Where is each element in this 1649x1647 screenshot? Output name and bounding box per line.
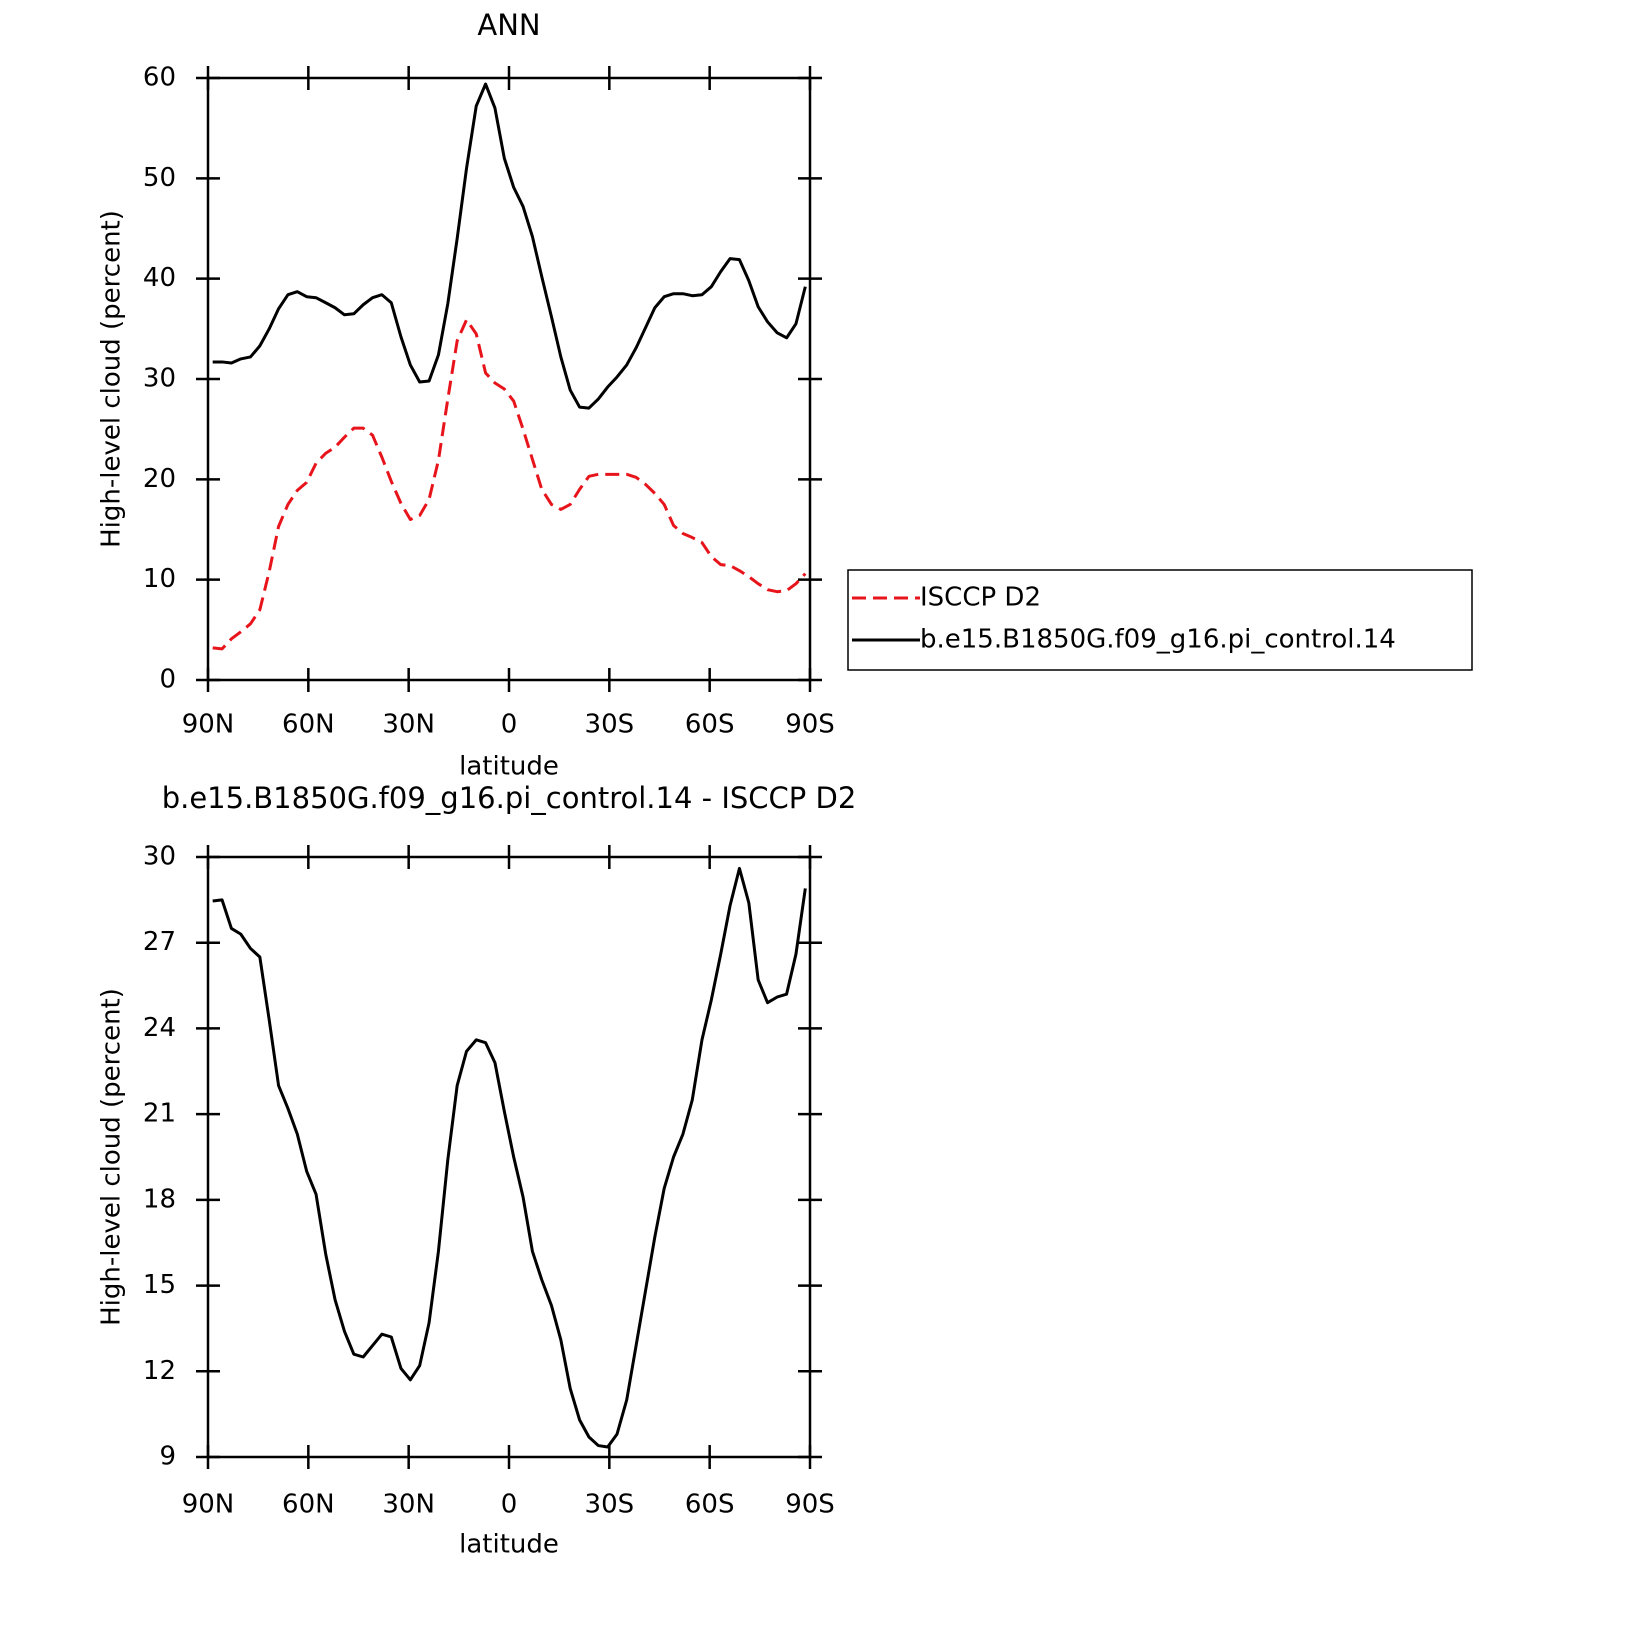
legend-box [847, 569, 1473, 671]
y-tick-label: 30 [143, 364, 176, 394]
y-tick-label: 60 [143, 63, 176, 93]
x-tick-label: 60S [685, 710, 735, 740]
y-tick-label: 27 [143, 927, 176, 957]
x-tick-label: 30S [585, 1490, 635, 1520]
chart-title: ANN [477, 8, 540, 42]
x-tick-label: 30S [585, 710, 635, 740]
y-tick-label: 18 [143, 1184, 176, 1214]
x-tick-label: 90N [182, 1490, 235, 1520]
x-tick-label: 30N [382, 710, 435, 740]
x-tick-label: 90N [182, 710, 235, 740]
x-axis-label: latitude [459, 1530, 559, 1560]
x-tick-label: 0 [501, 710, 518, 740]
x-tick-label: 0 [501, 1490, 518, 1520]
data-line [212, 866, 807, 1449]
x-tick-label: 60S [685, 1490, 735, 1520]
plot-frame [206, 76, 812, 682]
x-tick-label: 90S [785, 710, 835, 740]
plot-frame [206, 855, 812, 1459]
chart-title: b.e15.B1850G.f09_g16.pi_control.14 - ISC… [162, 781, 857, 815]
data-line [212, 318, 807, 651]
y-tick-label: 12 [143, 1356, 176, 1386]
x-tick-label: 30N [382, 1490, 435, 1520]
y-tick-label: 9 [159, 1442, 176, 1472]
y-tick-label: 40 [143, 263, 176, 293]
y-axis-label: High-level cloud (percent) [97, 210, 127, 548]
legend-label: ISCCP D2 [920, 583, 1041, 613]
y-tick-label: 10 [143, 564, 176, 594]
data-line [212, 82, 807, 410]
y-tick-label: 0 [159, 665, 176, 695]
y-tick-label: 21 [143, 1099, 176, 1129]
y-tick-label: 20 [143, 464, 176, 494]
legend-label: b.e15.B1850G.f09_g16.pi_control.14 [920, 625, 1396, 655]
x-tick-label: 60N [282, 1490, 335, 1520]
y-tick-label: 30 [143, 842, 176, 872]
y-tick-label: 15 [143, 1270, 176, 1300]
x-axis-label: latitude [459, 752, 559, 782]
x-tick-label: 90S [785, 1490, 835, 1520]
x-tick-label: 60N [282, 710, 335, 740]
y-tick-label: 24 [143, 1013, 176, 1043]
y-axis-label: High-level cloud (percent) [97, 988, 127, 1326]
y-tick-label: 50 [143, 163, 176, 193]
